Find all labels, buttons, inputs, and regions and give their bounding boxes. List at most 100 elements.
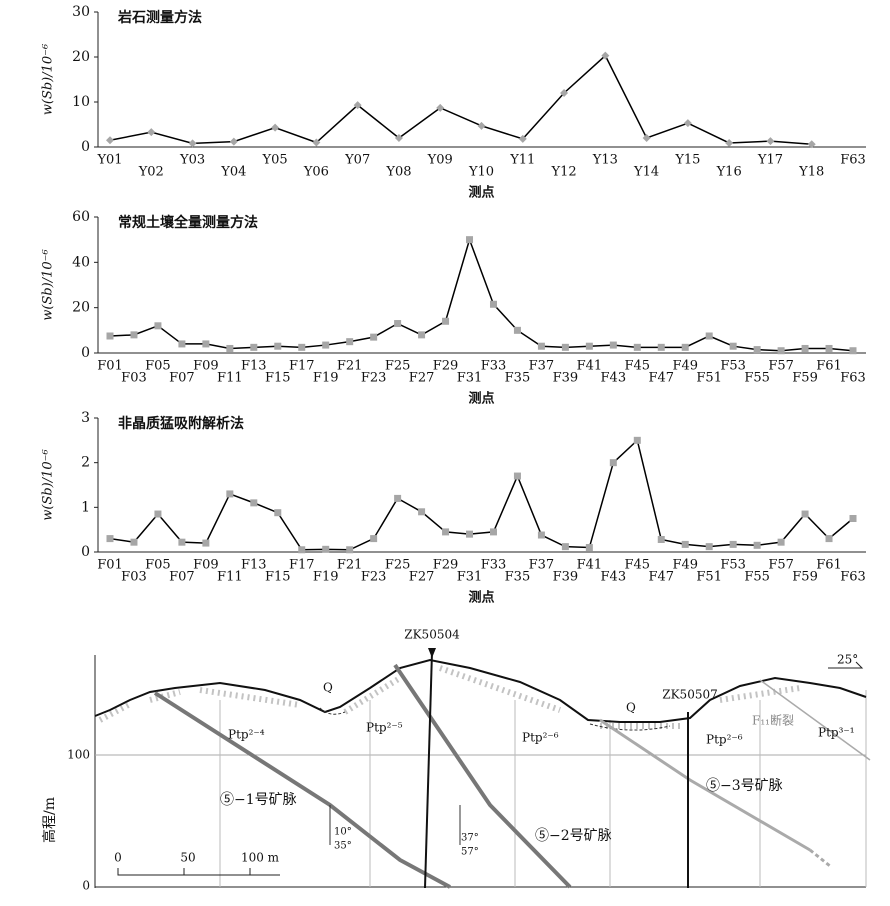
vein-label: ⑤−1号矿脉 (220, 792, 297, 808)
fault (759, 679, 871, 761)
marker (106, 535, 114, 543)
borehole-label: ZK50504 (404, 628, 460, 642)
x-tick-label: F05 (145, 558, 171, 573)
x-tick-label: F27 (409, 371, 435, 386)
marker (585, 342, 593, 350)
x-tick-label: Y02 (138, 165, 164, 180)
scale-label: 50 (180, 851, 195, 865)
x-tick-label: Y16 (716, 165, 742, 180)
marker (394, 494, 402, 502)
x-tick-label: F55 (744, 570, 770, 585)
x-tick-label: F37 (529, 558, 555, 573)
q-label: Q (626, 701, 636, 715)
marker (849, 347, 857, 355)
x-tick-label: F19 (313, 570, 339, 585)
marker (681, 343, 689, 351)
marker (229, 137, 238, 146)
x-tick-label: F41 (577, 558, 603, 573)
x-tick-label: Y13 (592, 153, 618, 168)
terrain (94, 658, 867, 723)
x-tick-label: F57 (768, 359, 794, 374)
x-tick-label: F63 (840, 570, 866, 585)
vein-label: ⑤−3号矿脉 (706, 778, 783, 794)
marker (442, 317, 450, 325)
y-tick-label: 100 (67, 748, 90, 762)
x-tick-label: F25 (385, 558, 411, 573)
dip-label: 10° (334, 827, 352, 838)
x-tick-label: F63 (840, 153, 866, 168)
y-tick-label: 20 (72, 49, 90, 65)
x-tick-label: F41 (577, 359, 603, 374)
x-tick-label: F03 (121, 371, 147, 386)
fault-label: F₁₁断裂 (752, 713, 794, 728)
borehole-top (428, 648, 436, 658)
x-tick-label: F23 (361, 371, 387, 386)
x-tick-label: Y05 (262, 153, 288, 168)
x-tick-label: F31 (457, 570, 483, 585)
x-tick-label: F51 (696, 371, 722, 386)
x-tick-label: F33 (481, 558, 507, 573)
marker (657, 343, 665, 351)
marker (609, 459, 617, 467)
x-tick-label: F51 (696, 570, 722, 585)
x-tick-label: F13 (241, 359, 267, 374)
x-axis-label: 测点 (468, 185, 494, 201)
marker (436, 103, 445, 112)
unit-label: Ptp²⁻⁶ (706, 733, 743, 747)
marker (753, 346, 761, 354)
dip-label: 57° (461, 847, 479, 858)
marker (766, 137, 775, 146)
marker (130, 331, 138, 339)
y-axis-label: w(Sb)/10⁻⁶ (41, 249, 56, 321)
x-tick-label: Y10 (468, 165, 494, 180)
marker (513, 472, 521, 480)
marker (561, 343, 569, 351)
borehole (424, 651, 433, 889)
unit-label: Ptp³⁻¹ (818, 726, 855, 740)
marker (226, 490, 234, 498)
marker (312, 138, 321, 147)
x-axis-label: 测点 (468, 391, 494, 407)
marker (353, 101, 362, 110)
x-tick-label: F31 (457, 371, 483, 386)
marker (274, 509, 282, 517)
marker (370, 333, 378, 341)
x-tick-label: Y17 (757, 153, 783, 168)
chart-title: 非晶质猛吸附解析法 (118, 415, 244, 432)
marker (683, 119, 692, 128)
y-tick-label: 0 (81, 345, 90, 361)
marker (705, 332, 713, 340)
x-tick-label: F07 (169, 570, 195, 585)
grid (219, 690, 867, 887)
marker (130, 538, 138, 546)
marker (633, 436, 641, 444)
y-tick-label: 0 (81, 544, 90, 560)
x-tick-label: F01 (97, 359, 123, 374)
x-tick-label: Y12 (550, 165, 576, 180)
marker (226, 344, 234, 352)
x-tick-label: F09 (193, 558, 219, 573)
x-tick-label: F25 (385, 359, 411, 374)
scale-bar (117, 868, 280, 876)
y-axis-label: 高程/m (41, 797, 58, 843)
x-tick-label: F05 (145, 359, 171, 374)
y-tick-label: 10 (72, 94, 90, 110)
marker (442, 528, 450, 536)
x-tick-label: F29 (433, 558, 459, 573)
x-tick-label: F47 (648, 371, 674, 386)
y-tick-label: 20 (72, 300, 90, 316)
unit-label: Ptp²⁻⁶ (522, 731, 559, 745)
marker (489, 528, 497, 536)
marker (178, 538, 186, 546)
dip-label: 37° (461, 833, 479, 844)
marker (188, 139, 197, 148)
marker (394, 134, 403, 142)
x-tick-label: F17 (289, 558, 315, 573)
y-tick-label: 30 (72, 4, 90, 20)
x-tick-label: F21 (337, 558, 363, 573)
marker (202, 340, 210, 348)
marker (513, 326, 521, 334)
x-tick-label: F11 (217, 570, 243, 585)
y-tick-label: 0 (82, 879, 90, 893)
